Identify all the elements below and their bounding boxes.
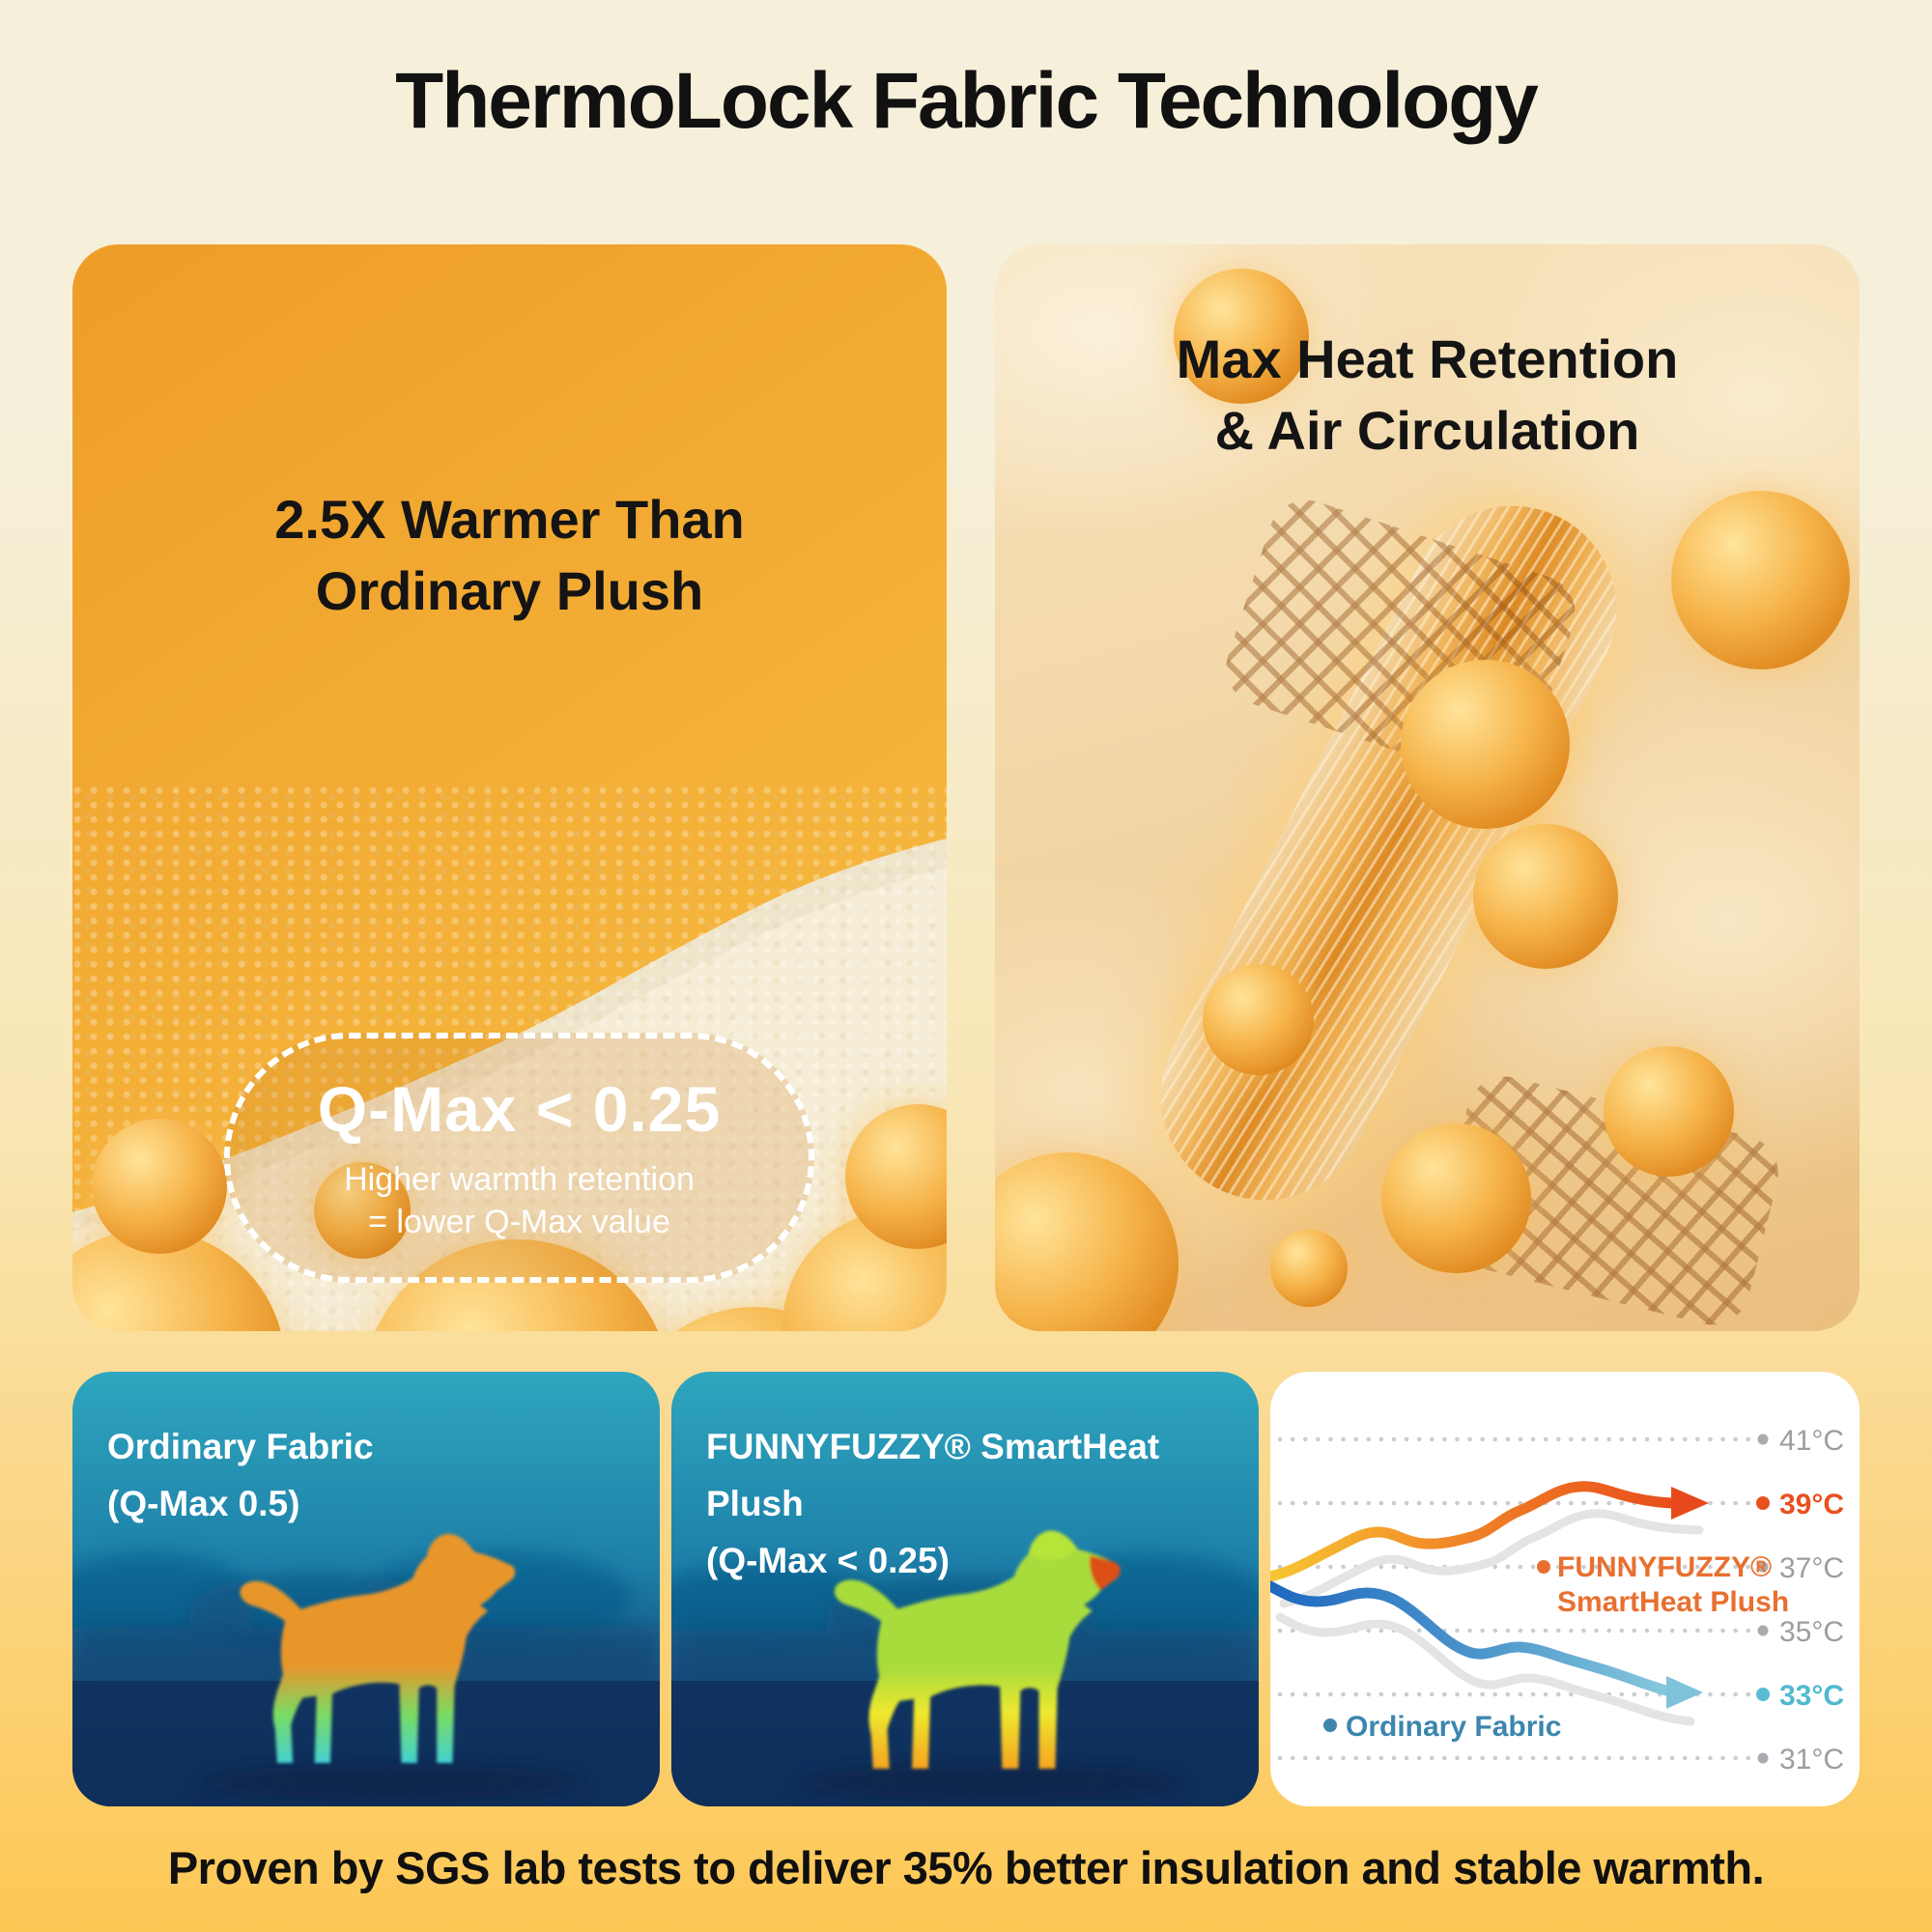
legend-smartheat: FUNNYFUZZY® SmartHeat Plush xyxy=(1537,1551,1789,1618)
ytick-33: 33°C xyxy=(1779,1680,1844,1712)
legend-ordinary: Ordinary Fabric xyxy=(1323,1711,1561,1743)
warmth-heading: 2.5X Warmer Than Ordinary Plush xyxy=(274,489,745,621)
ordinary-line xyxy=(1270,1580,1672,1696)
orange-header-wave xyxy=(72,244,947,1212)
panel-retention: Max Heat Retention & Air Circulation xyxy=(995,244,1860,1331)
qmax-badge-title: Q-Max < 0.25 xyxy=(317,1072,722,1145)
ghost-curves xyxy=(1275,1509,1704,1726)
heat-bubble-icon xyxy=(1671,491,1850,669)
heat-bubble-icon xyxy=(1270,1230,1348,1307)
heat-bubble-icon xyxy=(92,1119,227,1254)
thermal-image-cool xyxy=(72,1372,660,1806)
ytick-37: 37°C xyxy=(1779,1552,1844,1584)
svg-text:SmartHeat Plush: SmartHeat Plush xyxy=(1557,1586,1789,1618)
heat-bubble-icon xyxy=(1203,964,1314,1075)
thermal-image-warm xyxy=(671,1372,1259,1806)
panel-thermal-ordinary: Ordinary Fabric (Q-Max 0.5) xyxy=(72,1372,660,1806)
panel-thermal-smartheat: FUNNYFUZZY® SmartHeat Plush (Q-Max < 0.2… xyxy=(671,1372,1259,1806)
svg-text:FUNNYFUZZY®: FUNNYFUZZY® xyxy=(1557,1551,1772,1583)
smartheat-arrow-icon xyxy=(1671,1487,1709,1520)
ordinary-arrow-icon xyxy=(1666,1676,1703,1709)
ytick-39: 39°C xyxy=(1779,1489,1844,1520)
page-title: ThermoLock Fabric Technology xyxy=(395,57,1539,145)
ytick-41: 41°C xyxy=(1779,1425,1844,1457)
heat-bubble-icon xyxy=(1473,824,1618,969)
sgs-caption: Proven by SGS lab tests to deliver 35% b… xyxy=(167,1842,1765,1893)
smartheat-line xyxy=(1270,1481,1677,1582)
thermal-ordinary-label: Ordinary Fabric (Q-Max 0.5) xyxy=(107,1427,374,1524)
heat-bubble-icon xyxy=(1604,1046,1734,1177)
qmax-badge-subtitle: Higher warmth retention = lower Q-Max va… xyxy=(344,1160,695,1240)
ytick-31: 31°C xyxy=(1779,1744,1844,1776)
retention-heading: Max Heat Retention & Air Circulation xyxy=(1176,328,1679,461)
panel-temperature-chart: 41°C 39°C 37°C 35°C 33°C 31°C FUNNYFUZZY… xyxy=(1270,1372,1860,1806)
panel-warmth: 2.5X Warmer Than Ordinary Plush Q-Max < … xyxy=(72,244,947,1331)
svg-text:Ordinary Fabric: Ordinary Fabric xyxy=(1346,1711,1561,1743)
plush-photo-art xyxy=(72,244,947,1331)
heat-bubble-icon xyxy=(1174,269,1309,404)
heat-bubble-icon xyxy=(1401,660,1570,829)
dog-silhouette xyxy=(834,1530,1121,1769)
heat-bubble-icon xyxy=(1381,1123,1531,1273)
dog-silhouette xyxy=(240,1534,516,1763)
qmax-badge: Q-Max < 0.25 Higher warmth retention = l… xyxy=(224,1033,814,1283)
tick-dots xyxy=(1756,1434,1770,1764)
ytick-35: 35°C xyxy=(1779,1616,1844,1648)
temperature-line-chart: 41°C 39°C 37°C 35°C 33°C 31°C FUNNYFUZZY… xyxy=(1270,1425,1844,1776)
thermal-smartheat-label: FUNNYFUZZY® SmartHeat Plush (Q-Max < 0.2… xyxy=(706,1427,1160,1581)
